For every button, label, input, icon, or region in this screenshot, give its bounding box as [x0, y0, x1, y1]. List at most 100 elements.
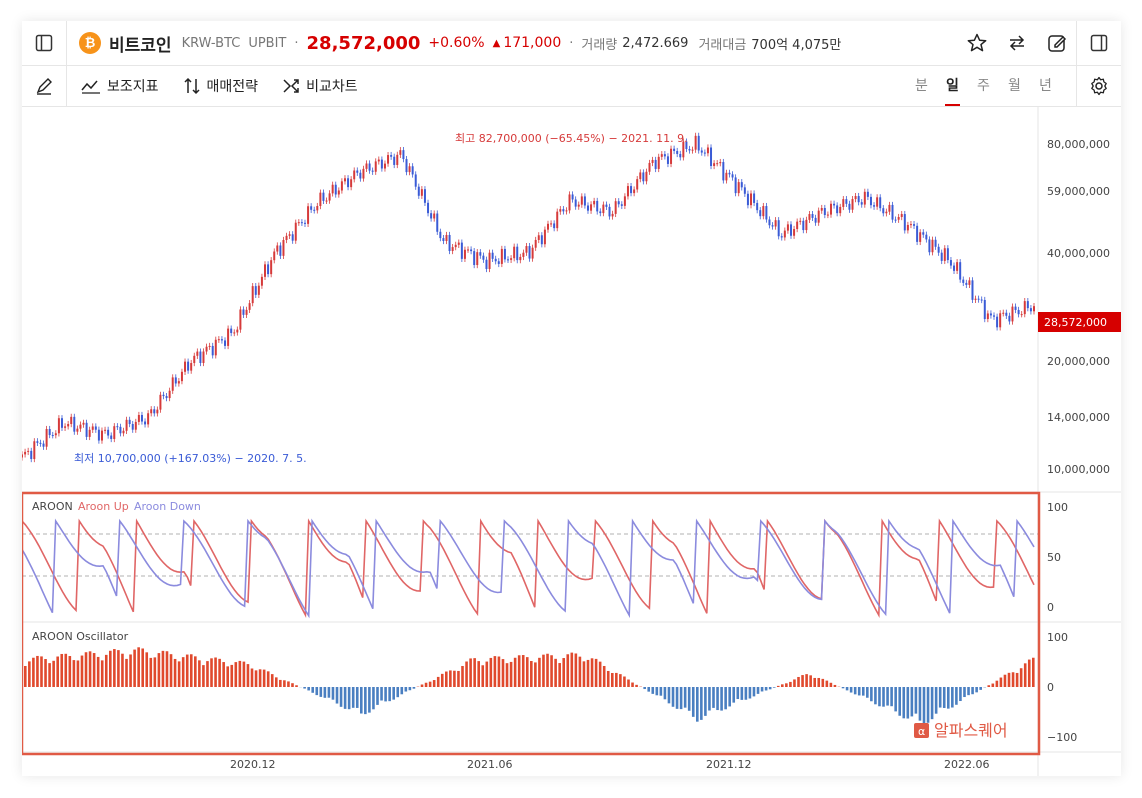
- candle: [100, 430, 103, 441]
- sidebar-icon: [35, 34, 53, 52]
- oscillator-bar: [886, 687, 889, 706]
- swap-button[interactable]: [997, 21, 1037, 65]
- candle: [777, 220, 780, 237]
- indicators-button[interactable]: 보조지표: [81, 76, 159, 96]
- oscillator-bar: [24, 666, 27, 687]
- candlestick-series: [22, 132, 1035, 463]
- candle: [537, 235, 540, 240]
- oscillator-bar: [287, 681, 290, 687]
- oscillator-bar: [461, 665, 464, 687]
- aroon-down-label: Aroon Down: [134, 500, 201, 513]
- oscillator-bar: [169, 654, 173, 687]
- oscillator-bar: [48, 663, 51, 687]
- current-price-tag: [1038, 312, 1121, 332]
- oscillator-bar: [185, 654, 189, 687]
- candle: [282, 240, 285, 256]
- candle: [414, 174, 417, 187]
- candle: [605, 204, 608, 207]
- candle: [623, 196, 626, 206]
- candle: [396, 154, 399, 165]
- oscillator-bar: [878, 687, 881, 707]
- oscillator-bar: [242, 661, 246, 687]
- oscillator-bar: [198, 660, 201, 687]
- oscillator-bar: [712, 687, 715, 708]
- oscillator-bar: [295, 685, 298, 687]
- oscillator-bar: [177, 661, 181, 687]
- chart-area[interactable]: 80,000,000 59,000,000 40,000,000 20,000,…: [22, 106, 1121, 776]
- oscillator-bar: [125, 658, 128, 687]
- candle: [473, 251, 476, 266]
- candle: [328, 193, 331, 201]
- draw-tool-button[interactable]: [22, 66, 66, 106]
- candle: [150, 409, 153, 414]
- oscillator-bar: [586, 659, 590, 687]
- candle: [719, 162, 722, 164]
- candle: [239, 309, 242, 330]
- candle: [270, 260, 273, 275]
- oscillator-bar: [671, 687, 675, 707]
- oscillator-bar: [485, 661, 489, 687]
- oscillator-bar: [530, 661, 533, 687]
- dot-separator: ·: [569, 35, 574, 51]
- candle: [104, 429, 107, 431]
- tab-week[interactable]: 주: [977, 78, 990, 94]
- oscillator-bar: [1015, 672, 1019, 687]
- oscillator-bar: [825, 680, 829, 687]
- oscillator-bar: [420, 684, 424, 687]
- candle: [393, 156, 396, 165]
- candle: [713, 163, 716, 166]
- candle: [236, 329, 239, 333]
- favorite-button[interactable]: [957, 21, 997, 65]
- oscillator-bar: [489, 657, 493, 687]
- oscillator-bar: [424, 682, 428, 687]
- tab-minute[interactable]: 분: [915, 78, 928, 94]
- amount-value: 700억 4,075만: [751, 37, 842, 53]
- oscillator-bar: [606, 670, 610, 687]
- compare-button[interactable]: 비교차트: [282, 76, 358, 96]
- pair: KRW-BTC: [181, 35, 241, 51]
- strategy-button[interactable]: 매매전략: [183, 76, 259, 96]
- candle: [408, 166, 411, 173]
- candle: [528, 246, 531, 259]
- oscillator-bar: [250, 668, 254, 687]
- left-panel-toggle[interactable]: [22, 21, 66, 65]
- sidebar-right-icon: [1090, 34, 1108, 52]
- candle: [894, 219, 897, 221]
- candle: [731, 174, 734, 178]
- x-tick: 2022.06: [944, 758, 990, 771]
- candle: [553, 223, 556, 229]
- candle: [193, 355, 196, 364]
- candle: [559, 209, 562, 212]
- tab-year[interactable]: 년: [1039, 78, 1052, 94]
- candle: [885, 211, 888, 214]
- oscillator-bar: [137, 647, 140, 687]
- candle: [365, 163, 368, 169]
- tab-month[interactable]: 월: [1008, 78, 1021, 94]
- candle: [67, 424, 70, 427]
- candle: [177, 381, 180, 384]
- oscillator-bar: [619, 674, 622, 687]
- oscillator-bar: [971, 687, 974, 695]
- oscillator-bar: [687, 687, 691, 711]
- coin-name[interactable]: 비트코인: [109, 35, 172, 56]
- right-panel-toggle[interactable]: [1077, 21, 1121, 65]
- candle: [251, 286, 254, 304]
- candle: [648, 162, 651, 172]
- edit-button[interactable]: [1037, 21, 1077, 65]
- oscillator-bar: [554, 658, 557, 687]
- strategy-label: 매매전략: [206, 79, 259, 95]
- oscillator-bar: [1027, 659, 1031, 687]
- oscillator-bar: [210, 658, 213, 687]
- oscillator-bar: [521, 655, 525, 687]
- change-abs: 171,000: [503, 35, 562, 51]
- oscillator-bar: [910, 687, 914, 717]
- tab-day[interactable]: 일: [937, 66, 968, 106]
- oscillator-bar: [80, 655, 84, 687]
- oscillator-bar: [938, 687, 942, 708]
- candle: [417, 186, 420, 196]
- ticker-header: ₿ 비트코인 KRW-BTC UPBIT · 28,572,000 +0.60%…: [22, 21, 1121, 66]
- oscillator-bar: [388, 687, 391, 702]
- settings-button[interactable]: [1076, 66, 1121, 106]
- oscillator-bar: [319, 687, 323, 697]
- oscillator-bar: [238, 660, 242, 687]
